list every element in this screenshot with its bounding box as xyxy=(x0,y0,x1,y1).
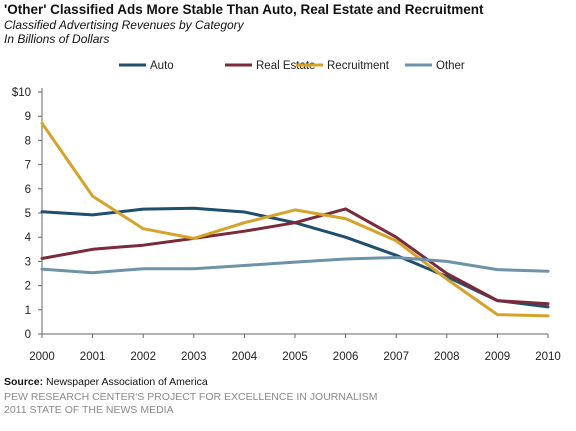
y-tick-label: 8 xyxy=(25,135,31,147)
series-line-recruitment xyxy=(40,121,550,318)
source-note: Source: Newspaper Association of America xyxy=(4,376,208,388)
source-text: Newspaper Association of America xyxy=(46,376,208,388)
y-tick-label: 7 xyxy=(25,160,31,172)
x-tick-label: 2010 xyxy=(535,351,561,363)
x-tick-label: 2000 xyxy=(29,351,55,363)
y-tick-label: 6 xyxy=(25,184,31,196)
y-tick-label: 5 xyxy=(25,208,31,220)
y-tick-label: 0 xyxy=(25,329,31,341)
legend-label-auto: Auto xyxy=(150,60,174,72)
x-tick-label: 2006 xyxy=(333,351,359,363)
y-tick-label: 2 xyxy=(25,281,31,293)
legend-label-real-estate: Real Estate xyxy=(256,60,315,72)
series-line-other xyxy=(40,256,550,275)
legend-label-other: Other xyxy=(436,60,465,72)
y-tick-label: 1 xyxy=(25,305,31,317)
y-tick-label: 3 xyxy=(25,256,31,268)
x-tick-label: 2009 xyxy=(485,351,511,363)
x-tick-label: 2008 xyxy=(434,351,460,363)
x-tick-label: 2002 xyxy=(130,351,156,363)
x-tick-label: 2003 xyxy=(181,351,207,363)
x-tick-label: 2005 xyxy=(282,351,308,363)
y-tick-label: 9 xyxy=(25,111,31,123)
x-tick-label: 2007 xyxy=(383,351,409,363)
x-tick-label: 2001 xyxy=(80,351,106,363)
units-label: In Billions of Dollars xyxy=(4,32,110,46)
credit-line-2: 2011 STATE OF THE NEWS MEDIA xyxy=(4,404,174,416)
chart-subtitle: Classified Advertising Revenues by Categ… xyxy=(4,18,244,32)
series-line-real-estate xyxy=(40,207,550,306)
y-tick-label: 4 xyxy=(25,232,32,244)
x-tick-label: 2004 xyxy=(232,351,258,363)
y-tick-label: $10 xyxy=(12,87,31,99)
chart-title: 'Other' Classified Ads More Stable Than … xyxy=(4,2,484,17)
source-label: Source: xyxy=(4,376,44,388)
credit-line-1: PEW RESEARCH CENTER'S PROJECT FOR EXCELL… xyxy=(4,391,378,403)
legend-label-recruitment: Recruitment xyxy=(327,60,390,72)
